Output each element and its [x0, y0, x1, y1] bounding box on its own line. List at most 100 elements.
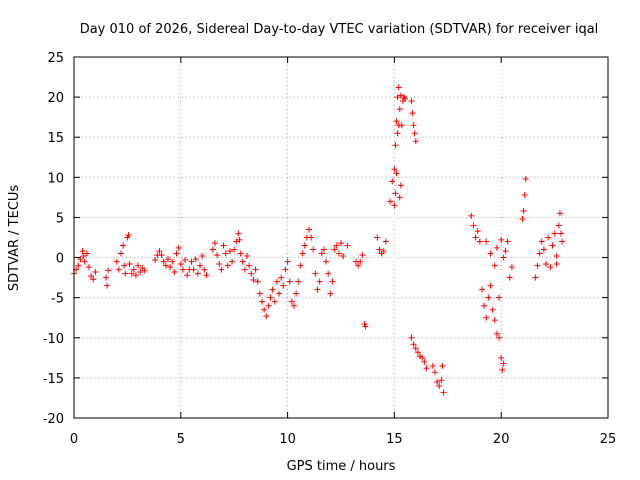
data-point [397, 92, 404, 99]
data-point [158, 252, 165, 259]
data-point [175, 244, 182, 251]
chart-title: Day 010 of 2026, Sidereal Day-to-day VTE… [80, 22, 599, 37]
data-point [478, 286, 485, 293]
data-point [376, 246, 383, 253]
data-point [362, 323, 369, 330]
data-point [77, 256, 84, 263]
data-point [411, 130, 418, 137]
data-point [359, 252, 366, 259]
data-point [393, 118, 400, 125]
data-point [188, 258, 195, 265]
data-point [190, 266, 197, 273]
data-point [335, 250, 342, 257]
y-tick-labels: -20 -15 -10 -5 0 5 10 15 20 25 [43, 51, 64, 427]
data-point [519, 216, 526, 223]
data-point [392, 190, 399, 197]
data-point [104, 282, 111, 289]
data-point [162, 262, 169, 269]
data-point [291, 302, 298, 309]
data-point [220, 242, 227, 249]
data-point [496, 334, 503, 341]
data-point [355, 262, 362, 269]
data-point [543, 260, 550, 267]
y-tick-label: 15 [47, 131, 64, 146]
data-point [248, 270, 255, 277]
data-point [271, 298, 278, 305]
data-point [357, 258, 364, 265]
data-point [421, 358, 428, 365]
y-tick-label: -15 [43, 372, 64, 387]
data-point [203, 272, 210, 279]
data-point [229, 258, 236, 265]
y-tick-label: 5 [56, 211, 64, 226]
data-point [545, 234, 552, 241]
data-point [314, 286, 321, 293]
data-point [81, 258, 88, 265]
data-point [476, 238, 483, 245]
data-point [103, 274, 110, 281]
data-point [171, 268, 178, 275]
data-point [233, 238, 240, 245]
grid-lines [74, 57, 608, 418]
data-point [409, 110, 416, 117]
data-point [211, 240, 218, 247]
data-point [194, 270, 201, 277]
data-point [167, 264, 174, 271]
data-point [556, 210, 563, 217]
data-point [224, 262, 231, 269]
data-point [496, 294, 503, 301]
data-point [551, 230, 558, 237]
data-point [538, 238, 545, 245]
data-point [79, 248, 86, 255]
data-point [414, 349, 421, 356]
data-point [128, 270, 135, 277]
data-point [325, 270, 332, 277]
data-point [85, 264, 92, 271]
data-point [500, 360, 507, 367]
data-point [559, 238, 566, 245]
data-point [402, 95, 409, 102]
data-point [254, 278, 261, 285]
data-point [547, 264, 554, 271]
data-point [521, 191, 528, 198]
data-point [137, 268, 144, 275]
data-point [201, 266, 208, 273]
data-point [470, 222, 477, 229]
data-point [288, 298, 295, 305]
data-point [164, 256, 171, 263]
data-point [252, 266, 259, 273]
data-point [483, 314, 490, 321]
data-point [434, 378, 441, 385]
data-point [218, 266, 225, 273]
data-point [396, 106, 403, 113]
data-point [113, 258, 120, 265]
data-point [192, 256, 199, 263]
data-point [419, 354, 426, 361]
data-point [396, 194, 403, 201]
data-point [209, 246, 216, 253]
data-point [391, 202, 398, 209]
data-point [117, 250, 124, 257]
y-tick-label: 10 [47, 171, 64, 186]
y-tick-label: 25 [47, 51, 64, 66]
data-point [261, 306, 268, 313]
data-point [141, 267, 148, 274]
data-point [391, 166, 398, 173]
data-point [329, 278, 336, 285]
data-point [88, 273, 95, 280]
data-point [75, 262, 82, 269]
data-point [276, 290, 283, 297]
y-tick-label: 20 [47, 91, 64, 106]
data-point [395, 122, 402, 129]
data-point [387, 198, 394, 205]
data-point [493, 244, 500, 251]
y-tick-label: -20 [43, 412, 64, 427]
data-point [214, 252, 221, 259]
data-point [299, 250, 306, 257]
data-point [316, 278, 323, 285]
data-point [115, 266, 122, 273]
data-point [160, 258, 167, 265]
data-point [493, 330, 500, 337]
data-point [237, 250, 244, 257]
